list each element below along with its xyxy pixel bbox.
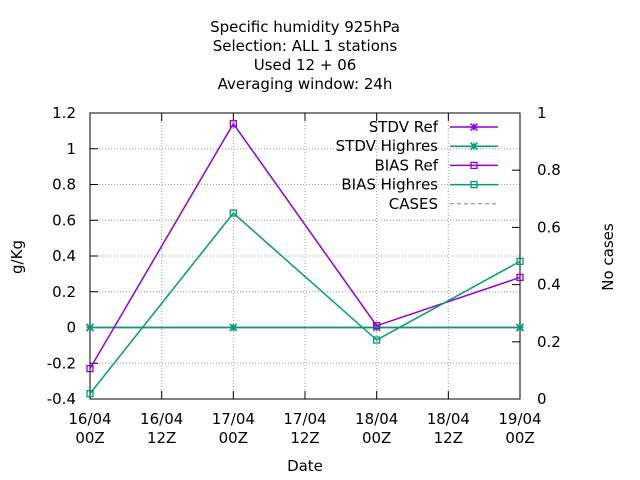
x-tick-label-time: 12Z [434,429,463,447]
x-tick-label-date: 16/04 [140,410,183,428]
x-tick-label-date: 16/04 [68,410,111,428]
y2-axis-label: No cases [599,223,617,291]
legend-entry: STDV Ref [369,118,498,136]
y2-tick-label: 0.2 [537,333,561,351]
title-line-3: Used 12 + 06 [254,56,357,74]
data-point [516,273,524,282]
y-tick-label: 0.8 [52,176,76,194]
data-point [86,389,94,398]
data-point [85,323,95,332]
plot-frame [89,112,521,400]
title-line-2: Selection: ALL 1 stations [213,37,398,55]
legend-marker [469,142,479,151]
legend-entry: STDV Highres [336,137,498,155]
y-tick-label: -0.2 [47,354,76,372]
chart-title: Specific humidity 925hPa Selection: ALL … [210,18,400,93]
legend-marker [469,122,479,132]
legend-entry: BIAS Ref [374,156,498,174]
legend-marker [470,161,478,170]
legend-label: BIAS Ref [374,156,438,174]
legend-entry: CASES [389,195,498,213]
y-tick-label: 0 [66,319,76,337]
data-point [229,323,238,332]
y2-tick-label: 0.8 [537,161,561,179]
y-axis-label: g/Kg [8,240,26,274]
x-tick-label-date: 17/04 [283,410,326,428]
series-stdv-highres [85,323,525,332]
y-tick-label: 1.2 [52,104,76,122]
title-line-4: Averaging window: 24h [218,75,393,93]
x-tick-label-time: 12Z [290,429,319,447]
grid [90,113,520,399]
y-tick-label: -0.4 [47,390,76,408]
y-tick-label: 1 [66,140,76,158]
x-tick-label-time: 00Z [505,429,534,447]
data-point [373,336,381,344]
legend-entry: BIAS Highres [341,176,498,194]
series-layer [85,120,525,398]
data-point [516,257,524,266]
data-point [86,364,94,373]
y2-tick-label: 0 [537,390,547,408]
x-tick-label-date: 19/04 [498,410,541,428]
data-point [515,323,525,332]
x-tick-label-date: 18/04 [355,410,398,428]
y-tick-label: 0.6 [52,211,76,229]
tick-labels: -0.4 -0.2 0 0.2 0.4 0.6 0.8 1 1.2 0 0.2 0.4 0.6 0.8 1 1… [47,104,561,447]
legend-label: STDV Highres [336,137,439,155]
series-line [89,122,521,369]
x-tick-label-time: 00Z [75,429,104,447]
y-tick-label: 0.4 [52,247,76,265]
y-tick-label: 0.2 [52,283,76,301]
legend-label: CASES [389,195,438,213]
data-point [229,120,237,128]
series-bias-highres [86,209,524,398]
legend-label: BIAS Highres [341,176,438,194]
data-point [229,209,237,217]
legend-marker [470,180,478,189]
series-line [89,212,521,395]
x-tick-label-time: 00Z [219,429,248,447]
x-axis-label: Date [287,457,323,475]
x-tick-label-time: 00Z [362,429,391,447]
x-tick-label-date: 18/04 [427,410,470,428]
x-tick-label-date: 17/04 [212,410,255,428]
series-bias-ref [86,120,524,373]
x-tick-label-time: 12Z [147,429,176,447]
legend-label: STDV Ref [369,118,439,136]
y2-tick-label: 0.6 [537,218,561,236]
title-line-1: Specific humidity 925hPa [210,18,400,36]
y2-tick-label: 1 [537,104,547,122]
y2-tick-label: 0.4 [537,276,561,294]
data-point [373,322,381,330]
axes [89,112,521,400]
